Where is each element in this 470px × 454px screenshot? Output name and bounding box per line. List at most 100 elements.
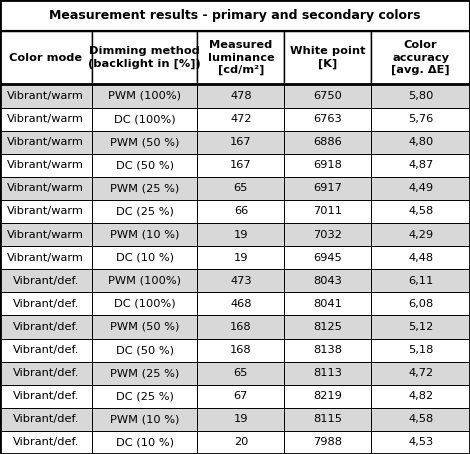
Text: 6945: 6945 (313, 253, 342, 263)
Text: 19: 19 (234, 253, 248, 263)
Bar (371, 223, 470, 246)
Bar (371, 31, 470, 84)
Text: 20: 20 (234, 438, 248, 448)
Text: Dimming method
(backlight in [%]): Dimming method (backlight in [%]) (88, 46, 201, 69)
Text: 4,29: 4,29 (408, 230, 433, 240)
Bar (0, 31, 92, 84)
Text: Vibrant/def.: Vibrant/def. (13, 391, 79, 401)
Text: Vibrant/warm: Vibrant/warm (8, 230, 84, 240)
Bar (284, 408, 371, 431)
Text: 8125: 8125 (313, 322, 342, 332)
Bar (197, 246, 284, 269)
Bar (284, 84, 371, 108)
Bar (92, 361, 197, 385)
Bar (284, 223, 371, 246)
Text: 6750: 6750 (313, 91, 342, 101)
Text: 8219: 8219 (313, 391, 342, 401)
Text: 5,12: 5,12 (408, 322, 433, 332)
Text: 7032: 7032 (313, 230, 342, 240)
Text: 4,82: 4,82 (408, 391, 433, 401)
Text: PWM (100%): PWM (100%) (108, 91, 181, 101)
Bar (371, 316, 470, 339)
Bar (371, 246, 470, 269)
Bar (0, 177, 92, 200)
Text: 468: 468 (230, 299, 251, 309)
Bar (92, 316, 197, 339)
Bar (284, 361, 371, 385)
Text: Measured
luminance
[cd/m²]: Measured luminance [cd/m²] (207, 40, 274, 75)
Text: 4,49: 4,49 (408, 183, 433, 193)
Text: Vibrant/warm: Vibrant/warm (8, 207, 84, 217)
Text: 473: 473 (230, 276, 252, 286)
Text: DC (10 %): DC (10 %) (116, 438, 173, 448)
Text: 4,53: 4,53 (408, 438, 433, 448)
Text: Vibrant/def.: Vibrant/def. (13, 322, 79, 332)
Text: 4,58: 4,58 (408, 207, 433, 217)
Text: 8138: 8138 (313, 345, 342, 355)
Bar (284, 246, 371, 269)
Bar (197, 154, 284, 177)
Text: 65: 65 (234, 183, 248, 193)
Bar (284, 316, 371, 339)
Bar (92, 292, 197, 316)
Bar (371, 108, 470, 131)
Bar (0, 154, 92, 177)
Bar (92, 31, 197, 84)
Text: Vibrant/def.: Vibrant/def. (13, 276, 79, 286)
Text: PWM (25 %): PWM (25 %) (110, 183, 179, 193)
Text: 4,48: 4,48 (408, 253, 433, 263)
Text: 4,80: 4,80 (408, 137, 433, 147)
Text: Vibrant/warm: Vibrant/warm (8, 91, 84, 101)
Bar (92, 223, 197, 246)
Bar (371, 269, 470, 292)
Text: 6917: 6917 (313, 183, 342, 193)
Bar (92, 385, 197, 408)
Bar (0, 431, 92, 454)
Text: 19: 19 (234, 415, 248, 424)
Bar (92, 84, 197, 108)
Bar (197, 292, 284, 316)
Bar (197, 339, 284, 361)
Text: DC (100%): DC (100%) (114, 299, 175, 309)
Bar (0, 385, 92, 408)
Bar (371, 292, 470, 316)
Text: White point
[K]: White point [K] (290, 46, 366, 69)
Bar (92, 200, 197, 223)
Bar (0, 408, 92, 431)
Text: 168: 168 (230, 322, 252, 332)
Bar (197, 200, 284, 223)
Bar (0, 292, 92, 316)
Bar (0, 269, 92, 292)
Text: DC (25 %): DC (25 %) (116, 207, 173, 217)
Bar (197, 177, 284, 200)
Text: Vibrant/def.: Vibrant/def. (13, 438, 79, 448)
Bar (371, 177, 470, 200)
Bar (0, 108, 92, 131)
Bar (0, 200, 92, 223)
Bar (92, 108, 197, 131)
Bar (371, 131, 470, 154)
Text: 5,80: 5,80 (408, 91, 433, 101)
Text: 167: 167 (230, 160, 252, 170)
Text: PWM (25 %): PWM (25 %) (110, 368, 179, 378)
Text: Vibrant/def.: Vibrant/def. (13, 368, 79, 378)
Bar (284, 177, 371, 200)
Bar (197, 316, 284, 339)
Bar (92, 269, 197, 292)
Text: 6918: 6918 (313, 160, 342, 170)
Bar (284, 292, 371, 316)
Text: PWM (10 %): PWM (10 %) (110, 415, 179, 424)
Bar (197, 223, 284, 246)
Text: 67: 67 (234, 391, 248, 401)
Text: DC (50 %): DC (50 %) (116, 345, 173, 355)
Text: DC (25 %): DC (25 %) (116, 391, 173, 401)
Bar (197, 361, 284, 385)
Bar (371, 200, 470, 223)
Text: PWM (50 %): PWM (50 %) (110, 137, 179, 147)
Text: 8115: 8115 (313, 415, 342, 424)
Bar (197, 431, 284, 454)
Bar (0, 246, 92, 269)
Bar (284, 269, 371, 292)
Bar (284, 385, 371, 408)
Bar (371, 154, 470, 177)
